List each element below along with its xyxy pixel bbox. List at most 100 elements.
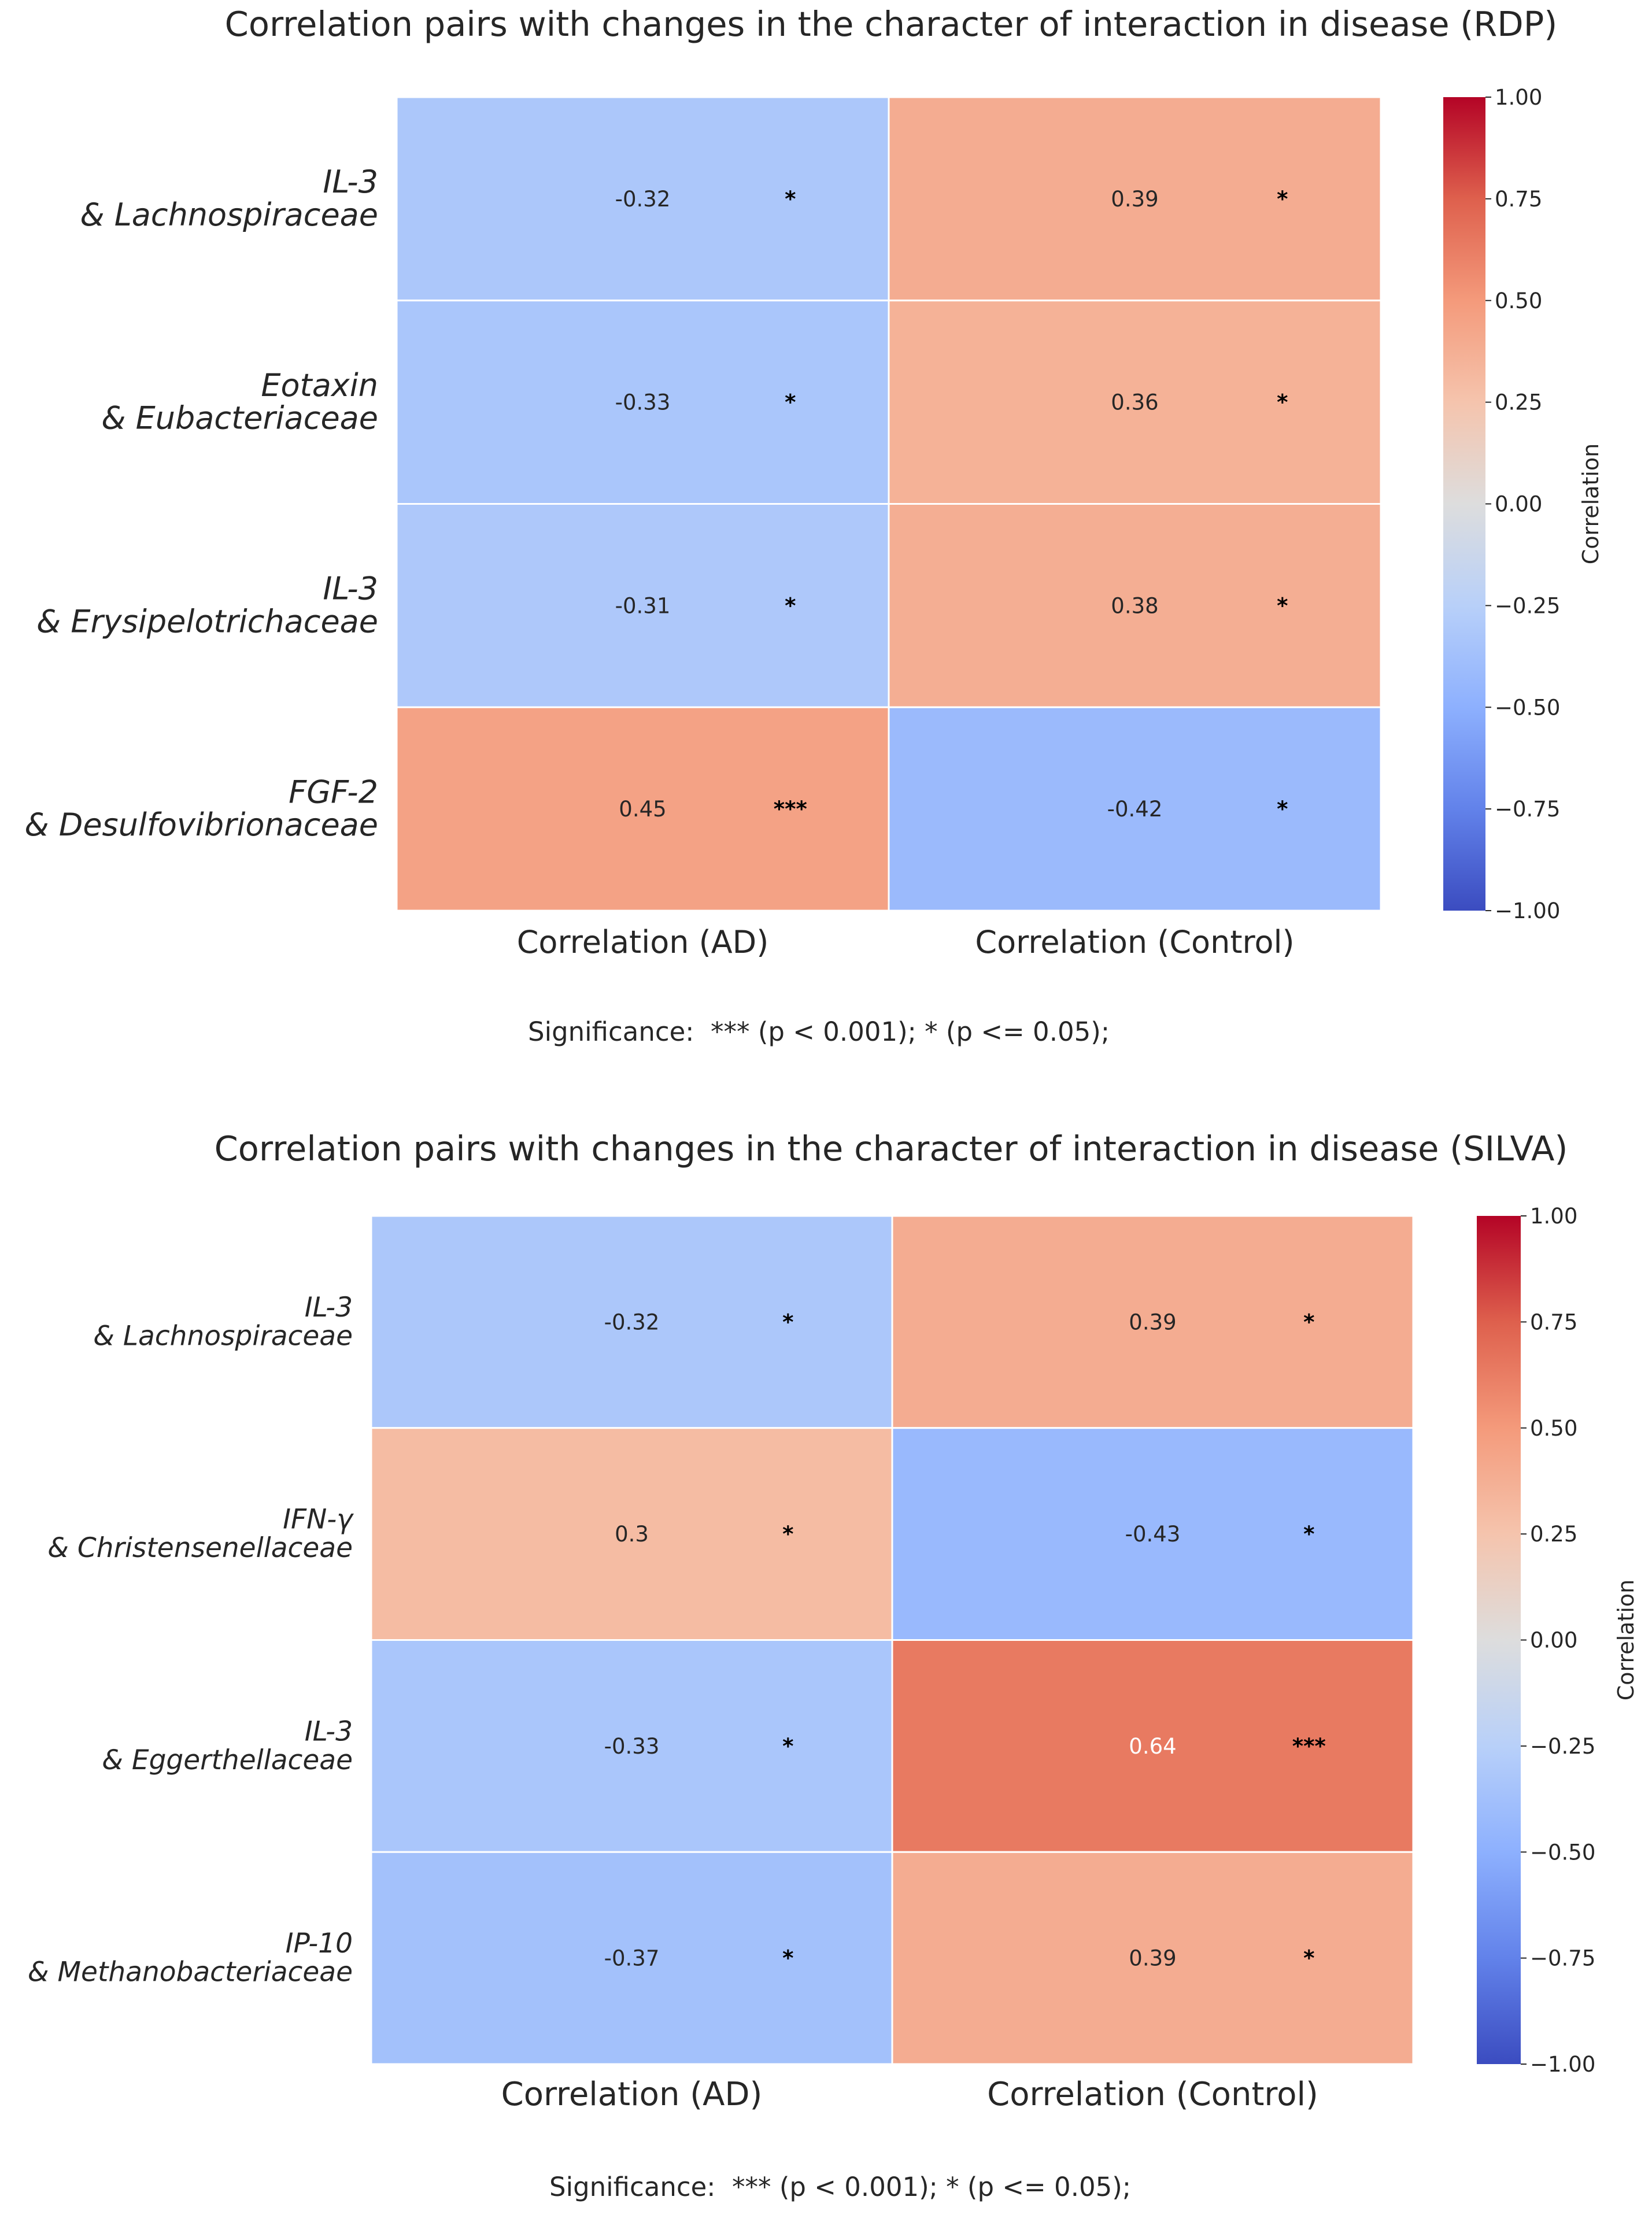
- heatmap-panel-2: Correlation pairs with changes in the ch…: [28, 1129, 1639, 2202]
- row-label: IL-3 & Erysipelotrichaceae: [36, 571, 378, 640]
- heatmap-cell: [396, 503, 890, 708]
- cell-value-label: -0.33: [615, 390, 671, 415]
- colorbar-tick-label: −0.75: [1495, 797, 1560, 822]
- heatmap-cell: [370, 1851, 893, 2065]
- row-label-line1: IL-3: [305, 1715, 353, 1747]
- colorbar-tick-label: 1.00: [1530, 1204, 1577, 1229]
- row-label-line1: FGF-2: [289, 774, 378, 810]
- cell-value-label: -0.32: [604, 1310, 660, 1334]
- colorbar: [1477, 1216, 1521, 2064]
- row-label: Eotaxin & Eubacteriaceae: [101, 367, 378, 437]
- colorbar-tick-label: −0.50: [1495, 695, 1560, 720]
- heatmap-cell: [888, 503, 1382, 708]
- significance-marker: *: [782, 1734, 793, 1759]
- cell-value-label: 0.64: [1129, 1734, 1176, 1759]
- row-label-line2: & Desulfovibrionaceae: [24, 807, 378, 843]
- cell-value-label: 0.36: [1111, 390, 1158, 415]
- colorbar-tick-label: 1.00: [1495, 85, 1542, 110]
- cell-value-label: 0.39: [1129, 1310, 1176, 1334]
- significance-marker: ***: [774, 797, 807, 822]
- row-label-line1: Eotaxin: [261, 367, 378, 404]
- colorbar-tick-label: 0.25: [1530, 1522, 1577, 1547]
- significance-marker: *: [1277, 593, 1288, 618]
- colorbar-tick-label: 0.00: [1495, 492, 1542, 517]
- significance-marker: *: [1277, 390, 1288, 415]
- row-label: IL-3 & Lachnospiraceae: [80, 164, 378, 233]
- significance-footnote: Significance: *** (p < 0.001); * (p <= 0…: [549, 2172, 1131, 2202]
- significance-marker: *: [785, 390, 796, 415]
- heatmap-cell: [370, 1215, 893, 1429]
- colorbar-tick-label: 0.75: [1530, 1310, 1577, 1334]
- significance-marker: *: [785, 187, 796, 212]
- row-label: IFN-γ & Christensenellaceae: [47, 1504, 354, 1564]
- cell-value-label: -0.43: [1125, 1522, 1181, 1547]
- heatmap-cell: [891, 1851, 1414, 2065]
- row-label: FGF-2 & Desulfovibrionaceae: [24, 774, 378, 843]
- column-label: Correlation (Control): [987, 2076, 1318, 2113]
- heatmap-cell: [891, 1215, 1414, 1429]
- significance-marker: *: [1277, 797, 1288, 822]
- cell-value-label: -0.37: [604, 1946, 660, 1971]
- row-label-line2: & Erysipelotrichaceae: [36, 603, 378, 639]
- chart-title: Correlation pairs with changes in the ch…: [215, 1129, 1568, 1168]
- colorbar-tick-label: 0.50: [1530, 1416, 1577, 1441]
- row-label-line2: & Eggerthellaceae: [102, 1744, 353, 1776]
- colorbar-tick-label: 0.50: [1495, 289, 1542, 313]
- significance-footnote: Significance: *** (p < 0.001); * (p <= 0…: [528, 1016, 1110, 1047]
- cell-value-label: 0.39: [1129, 1946, 1176, 1971]
- significance-marker: *: [1303, 1310, 1314, 1334]
- cell-value-label: -0.42: [1107, 797, 1163, 822]
- colorbar-tick-label: 0.25: [1495, 390, 1542, 415]
- heatmap-cell: [396, 299, 890, 505]
- row-label-line2: & Methanobacteriaceae: [28, 1957, 353, 1988]
- heatmap-cell: [370, 1639, 893, 1853]
- row-label-line2: & Lachnospiraceae: [80, 197, 378, 233]
- row-label: IP-10 & Methanobacteriaceae: [28, 1928, 353, 1988]
- significance-marker: *: [1303, 1522, 1314, 1547]
- row-label: IL-3 & Eggerthellaceae: [102, 1715, 353, 1776]
- row-label-line1: IP-10: [286, 1928, 353, 1959]
- significance-marker: *: [782, 1522, 793, 1547]
- cell-value-label: -0.33: [604, 1734, 660, 1759]
- significance-marker: *: [1277, 187, 1288, 212]
- heatmap-cell: [396, 96, 890, 302]
- heatmap-cell: [370, 1427, 893, 1641]
- cell-value-label: -0.32: [615, 187, 671, 212]
- colorbar-label: Correlation: [1613, 1580, 1639, 1701]
- heatmap-cell: [888, 96, 1382, 302]
- column-label: Correlation (Control): [975, 924, 1294, 960]
- significance-marker: *: [782, 1946, 793, 1971]
- colorbar-tick-label: −1.00: [1495, 898, 1560, 923]
- row-label-line2: & Christensenellaceae: [47, 1532, 353, 1564]
- significance-marker: *: [785, 593, 796, 618]
- colorbar-tick-label: −0.50: [1530, 1840, 1595, 1865]
- colorbar-tick-label: 0.00: [1530, 1628, 1577, 1653]
- significance-marker: ***: [1292, 1734, 1326, 1759]
- row-label-line1: IL-3: [323, 571, 378, 607]
- cell-value-label: 0.38: [1111, 593, 1158, 618]
- chart-title: Correlation pairs with changes in the ch…: [225, 4, 1558, 44]
- row-label-line1: IL-3: [323, 164, 378, 200]
- row-label-line2: & Lachnospiraceae: [93, 1320, 353, 1352]
- row-label: IL-3 & Lachnospiraceae: [93, 1292, 353, 1352]
- colorbar-tick-label: −1.00: [1530, 2052, 1595, 2077]
- row-label-line1: IFN-γ: [283, 1504, 354, 1536]
- cell-value-label: -0.31: [615, 593, 671, 618]
- significance-marker: *: [1303, 1946, 1314, 1971]
- significance-marker: *: [782, 1310, 793, 1334]
- column-label: Correlation (AD): [517, 924, 769, 960]
- colorbar-tick-label: 0.75: [1495, 187, 1542, 212]
- colorbar-label: Correlation: [1578, 443, 1603, 565]
- colorbar-tick-label: −0.25: [1495, 593, 1560, 618]
- heatmap-cell: [888, 706, 1382, 912]
- column-label: Correlation (AD): [501, 2076, 763, 2113]
- heatmap-cell: [888, 299, 1382, 505]
- cell-value-label: 0.3: [615, 1522, 649, 1547]
- cell-value-label: 0.39: [1111, 187, 1158, 212]
- colorbar-tick-label: −0.25: [1530, 1734, 1595, 1759]
- cell-value-label: 0.45: [619, 797, 666, 822]
- colorbar: [1443, 97, 1485, 911]
- heatmap-cell: [891, 1639, 1414, 1853]
- colorbar-tick-label: −0.75: [1530, 1946, 1595, 1971]
